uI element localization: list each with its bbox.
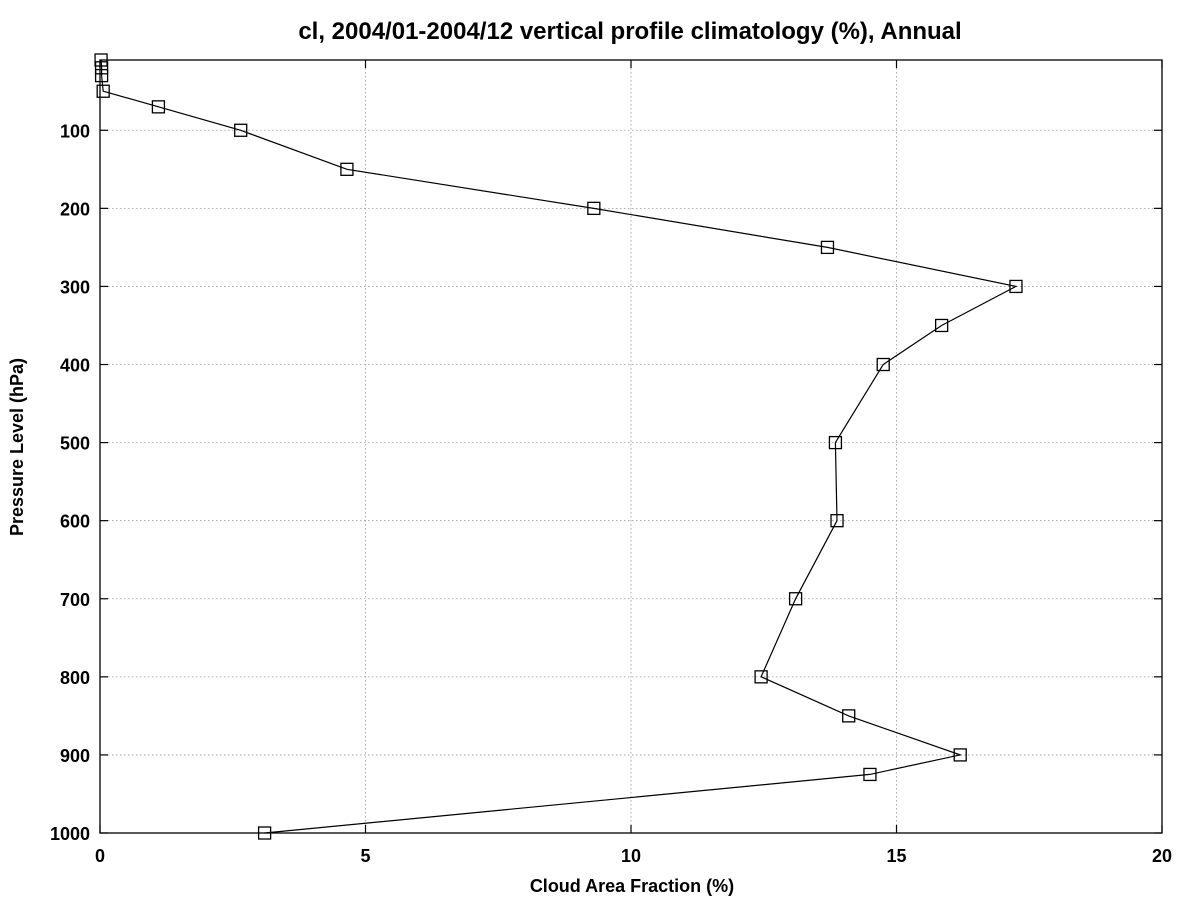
y-tick-label: 500 — [60, 434, 90, 454]
data-point-marker — [842, 709, 856, 723]
y-tick-label: 600 — [60, 512, 90, 532]
y-tick-label: 200 — [60, 199, 90, 219]
series-line — [100, 59, 1018, 834]
data-point-marker — [934, 318, 949, 333]
series-layer — [94, 53, 1023, 840]
data-point-marker — [828, 435, 843, 450]
tick-labels: 0 5 10 15 20 100 200 300 400 500 600 700 800 900 1000 — [50, 121, 1172, 866]
y-tick-label: 1000 — [50, 824, 90, 844]
axis-ticks — [99, 60, 1163, 834]
x-axis-label: Cloud Area Fraction (%) — [530, 876, 734, 896]
chart-title: cl, 2004/01-2004/12 vertical profile cli… — [298, 18, 961, 45]
data-point-marker — [788, 592, 803, 606]
data-point-marker — [94, 61, 109, 75]
grid — [100, 60, 1162, 833]
y-tick-label: 300 — [60, 277, 90, 297]
data-point-marker — [234, 123, 248, 137]
data-point-marker — [863, 767, 877, 782]
x-tick-label: 20 — [1152, 846, 1172, 866]
x-tick-label: 0 — [95, 846, 105, 866]
y-tick-label: 100 — [60, 121, 90, 141]
y-tick-label: 700 — [60, 590, 90, 610]
data-point-marker — [754, 670, 768, 684]
x-tick-label: 10 — [621, 846, 641, 866]
data-point-marker — [94, 68, 109, 83]
data-point-marker — [953, 748, 967, 762]
x-tick-label: 15 — [886, 846, 906, 866]
data-point-marker — [830, 514, 844, 528]
y-tick-label: 400 — [60, 356, 90, 376]
data-point-marker — [587, 201, 601, 216]
data-point-marker — [820, 240, 835, 255]
data-point-marker — [257, 826, 272, 840]
data-point-marker — [1009, 279, 1023, 294]
data-point-marker — [94, 53, 108, 67]
data-point-marker — [151, 100, 166, 114]
y-tick-label: 900 — [60, 746, 90, 766]
x-tick-label: 5 — [360, 846, 370, 866]
data-point-marker — [876, 357, 890, 372]
data-point-marker — [96, 84, 110, 98]
y-tick-label: 800 — [60, 668, 90, 688]
y-axis-label: Pressure Level (hPa) — [7, 358, 27, 536]
data-point-marker — [340, 162, 354, 176]
